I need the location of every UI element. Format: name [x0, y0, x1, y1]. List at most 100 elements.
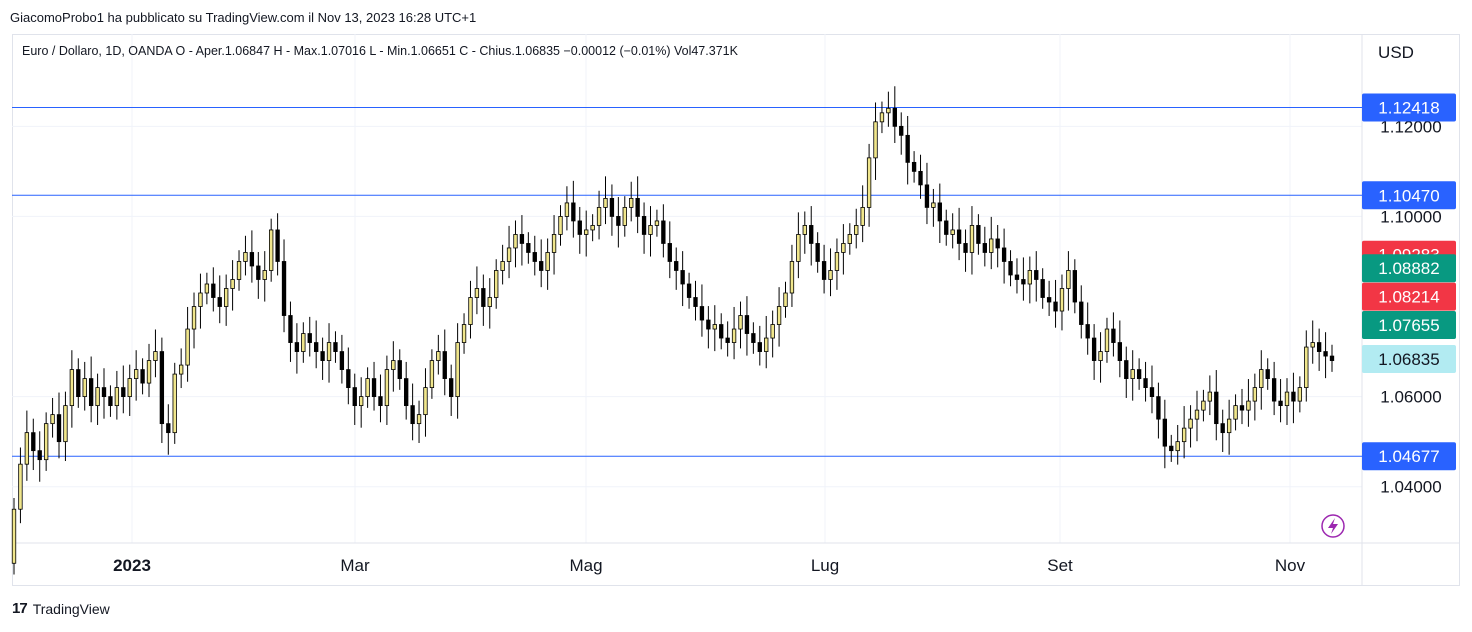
candle-body — [609, 198, 615, 217]
tradingview-logo-icon[interactable]: 17 — [12, 600, 28, 617]
candle-body — [487, 297, 492, 307]
candle-body — [1284, 391, 1290, 407]
candle-body — [442, 351, 447, 379]
candle-body — [635, 198, 640, 217]
candle-body — [789, 261, 795, 294]
candle-body — [108, 396, 113, 407]
candle-body — [1162, 418, 1168, 447]
candle-body — [584, 229, 589, 235]
candle-body — [82, 378, 87, 398]
candle-body — [1220, 423, 1225, 434]
currency-button[interactable]: USD — [1378, 43, 1414, 62]
candle-body — [410, 405, 415, 425]
x-tick-label: Lug — [811, 556, 839, 575]
candle-body — [211, 283, 216, 298]
candle-body — [1226, 418, 1232, 434]
candle-body — [314, 342, 319, 352]
candle-body — [95, 387, 100, 407]
candle-body — [474, 288, 480, 298]
candle-body — [114, 387, 120, 407]
candle-body — [526, 243, 531, 253]
candle-body — [56, 414, 62, 443]
candle-body — [1117, 342, 1123, 361]
price-label-box — [1362, 254, 1456, 283]
candle-body — [455, 342, 460, 398]
price-label-text: 1.06835 — [1378, 350, 1439, 369]
candle-body — [847, 234, 852, 244]
candle-body — [1040, 279, 1045, 298]
candle-body — [416, 414, 422, 425]
candle-body — [320, 351, 325, 361]
candle-body — [423, 387, 428, 416]
candle-body — [223, 288, 229, 307]
candle-body — [69, 369, 75, 407]
candle-body — [1079, 301, 1084, 325]
candle-body — [172, 373, 177, 434]
candle-body — [204, 283, 210, 294]
candle-body — [545, 252, 550, 271]
candle-body — [1207, 391, 1213, 402]
candle-body — [275, 229, 280, 262]
candle-body — [783, 292, 788, 307]
chart-frame — [12, 34, 1460, 586]
candle-body — [1214, 391, 1219, 425]
candle-body — [1316, 342, 1322, 352]
x-tick-label: 2023 — [113, 556, 151, 575]
candle-body — [1027, 270, 1032, 285]
candle-body — [159, 351, 165, 425]
candle-body — [500, 261, 505, 271]
candle-body — [1271, 378, 1277, 402]
candle-body — [352, 387, 357, 407]
candle-body — [397, 360, 402, 379]
candle-body — [1310, 342, 1315, 348]
candle-body — [326, 342, 332, 361]
candle-body — [686, 283, 692, 298]
candle-body — [770, 324, 775, 339]
candle-body — [371, 378, 377, 398]
candle-body — [603, 198, 608, 208]
candle-body — [841, 243, 846, 253]
price-label-text: 1.04677 — [1378, 447, 1439, 466]
candle-body — [551, 234, 557, 253]
candle-body — [185, 328, 190, 366]
candle-body — [905, 134, 910, 163]
alert-icon — [1321, 514, 1345, 538]
symbol-legend: Euro / Dollaro, 1D, OANDA O - Aper.1.068… — [22, 44, 738, 58]
candle-body — [378, 396, 383, 407]
candle-body — [1259, 369, 1264, 388]
candle-body — [365, 378, 370, 398]
candle-body — [873, 121, 878, 159]
candle-body — [519, 234, 525, 244]
candle-body — [391, 360, 396, 370]
price-label-box — [1362, 282, 1456, 311]
candle-body — [924, 184, 930, 208]
y-tick-label: 1.10000 — [1380, 207, 1441, 226]
candle-body — [429, 360, 435, 388]
candle-body — [661, 220, 666, 244]
candle-body — [513, 234, 518, 249]
candle-body — [191, 306, 197, 330]
candle-body — [950, 229, 955, 235]
price-label-text: 1.10470 — [1378, 186, 1439, 205]
candle-body — [956, 229, 962, 244]
candle-body — [301, 333, 306, 352]
candle-body — [230, 279, 235, 289]
candle-body — [494, 270, 499, 298]
candle-body — [1085, 324, 1090, 339]
candle-body — [674, 261, 679, 271]
candle-body — [307, 333, 312, 343]
candle-body — [1265, 369, 1270, 379]
y-tick-label: 1.12000 — [1380, 117, 1441, 136]
candle-body — [11, 508, 17, 564]
footer-brand[interactable]: TradingView — [32, 600, 110, 617]
candle-body — [577, 220, 582, 235]
candle-body — [1329, 355, 1335, 361]
candle-body — [751, 333, 756, 343]
price-label-text: 1.12418 — [1378, 99, 1439, 118]
candle-body — [1008, 261, 1013, 276]
x-tick-label: Nov — [1275, 556, 1306, 575]
candle-body — [1323, 351, 1328, 357]
candle-body — [963, 243, 968, 253]
candle-body — [281, 261, 287, 316]
